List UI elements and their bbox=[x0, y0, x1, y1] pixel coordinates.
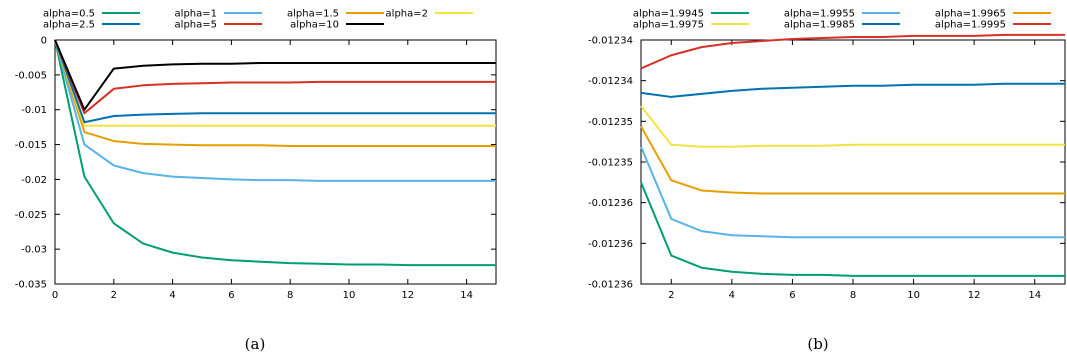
y-tick-label: -0.01236 bbox=[588, 280, 633, 291]
x-tick-label: 8 bbox=[287, 290, 293, 301]
y-tick-label: -0.005 bbox=[15, 70, 47, 81]
x-tick-label: 4 bbox=[169, 290, 175, 301]
series-line bbox=[54, 39, 496, 124]
y-tick-label: -0.01235 bbox=[588, 158, 633, 169]
series-line bbox=[640, 125, 1065, 195]
x-tick-label: 2 bbox=[668, 290, 674, 301]
chart-panel-a: 0 -0.005 -0.01 -0.015 -0.02 -0.025 -0.03 -0.035… bbox=[15, 9, 497, 353]
y-tick-label: -0.01236 bbox=[588, 198, 633, 209]
legend-label: alpha=1 bbox=[175, 9, 217, 20]
legend-label: alpha=1.9975 bbox=[633, 20, 704, 31]
legend-label: alpha=2.5 bbox=[43, 20, 95, 31]
x-tick-label: 4 bbox=[729, 290, 735, 301]
legend-label: alpha=1.9945 bbox=[633, 9, 704, 20]
plot-frame bbox=[640, 39, 1066, 285]
legend-label: alpha=0.5 bbox=[43, 9, 95, 20]
series-line bbox=[54, 39, 496, 147]
legend-label: alpha=1.5 bbox=[287, 9, 339, 20]
y-tick-label: -0.01234 bbox=[588, 36, 633, 47]
panel-caption: (a) bbox=[245, 335, 266, 353]
legend-label: alpha=2 bbox=[386, 9, 428, 20]
x-tick-label: 14 bbox=[460, 290, 473, 301]
legend-label: alpha=1.9985 bbox=[784, 20, 855, 31]
y-tick-label: -0.01234 bbox=[588, 76, 633, 87]
x-tick-label: 12 bbox=[968, 290, 981, 301]
x-tick-label: 2 bbox=[111, 290, 117, 301]
y-tick-label: -0.025 bbox=[15, 210, 47, 221]
series-line bbox=[640, 146, 1065, 239]
plot-frame bbox=[54, 39, 497, 285]
chart-panel-b: -0.01234 -0.01234 -0.01235 -0.01235 -0.01236… bbox=[588, 9, 1066, 353]
y-tick-label: -0.035 bbox=[15, 280, 47, 291]
x-tick-label: 6 bbox=[228, 290, 234, 301]
series-line bbox=[54, 39, 496, 267]
series-line bbox=[640, 33, 1065, 70]
series-line bbox=[640, 82, 1065, 98]
y-tick-label: -0.015 bbox=[15, 140, 47, 151]
series-line bbox=[640, 181, 1065, 277]
series-line bbox=[640, 105, 1065, 148]
panel-caption: (b) bbox=[807, 335, 828, 353]
legend-label: alpha=1.9965 bbox=[935, 9, 1006, 20]
y-tick-label: 0 bbox=[41, 36, 47, 47]
x-tick-label: 6 bbox=[789, 290, 795, 301]
x-tick-label: 10 bbox=[907, 290, 920, 301]
series-line bbox=[54, 39, 496, 182]
x-tick-label: 14 bbox=[1028, 290, 1041, 301]
legend-label: alpha=10 bbox=[290, 20, 339, 31]
legend-label: alpha=5 bbox=[175, 20, 217, 31]
series-line bbox=[54, 39, 496, 115]
x-tick-label: 12 bbox=[401, 290, 414, 301]
y-tick-label: -0.03 bbox=[21, 245, 47, 256]
y-tick-label: -0.01235 bbox=[588, 117, 633, 128]
x-tick-label: 0 bbox=[52, 290, 58, 301]
y-tick-label: -0.01236 bbox=[588, 239, 633, 250]
legend-label: alpha=1.9995 bbox=[935, 20, 1006, 31]
y-tick-label: -0.02 bbox=[21, 175, 47, 186]
x-tick-label: 8 bbox=[850, 290, 856, 301]
series-line bbox=[54, 39, 496, 111]
x-tick-label: 10 bbox=[343, 290, 356, 301]
legend-label: alpha=1.9955 bbox=[784, 9, 855, 20]
y-tick-label: -0.01 bbox=[21, 105, 47, 116]
series-line bbox=[54, 39, 496, 127]
